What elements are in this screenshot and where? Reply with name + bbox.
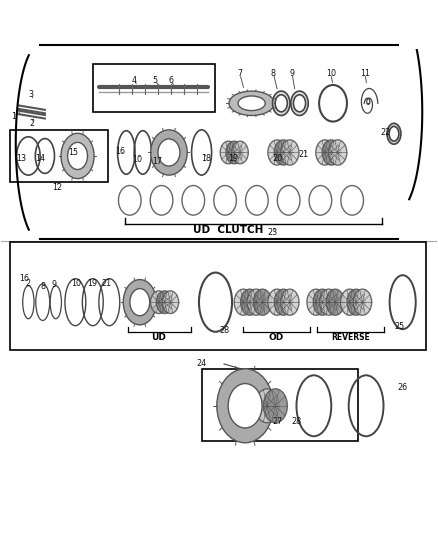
Text: 21: 21 [299,150,309,159]
Ellipse shape [389,126,399,141]
Text: UD  CLUTCH: UD CLUTCH [193,224,263,235]
Ellipse shape [274,289,293,315]
Text: REVERSE: REVERSE [331,333,370,342]
Ellipse shape [275,95,287,112]
Text: 14: 14 [35,154,45,163]
Ellipse shape [326,289,344,315]
Ellipse shape [322,140,340,165]
Text: 18: 18 [201,154,211,163]
Ellipse shape [328,140,347,165]
Ellipse shape [268,289,286,315]
Text: 10: 10 [326,69,336,78]
Text: 24: 24 [197,359,207,368]
Text: 5: 5 [152,76,158,85]
Ellipse shape [320,289,338,315]
Text: 4: 4 [132,76,137,85]
Text: 26: 26 [397,383,407,392]
Text: OD: OD [269,333,284,342]
Bar [93,64,215,112]
Text: 28: 28 [291,416,301,425]
Text: UD: UD [152,333,166,342]
Text: 20: 20 [273,154,283,163]
Ellipse shape [158,139,180,166]
Text: 10: 10 [132,155,142,164]
Text: 15: 15 [68,148,78,157]
Ellipse shape [156,291,173,313]
Ellipse shape [316,140,334,165]
Ellipse shape [151,130,187,175]
Ellipse shape [341,289,359,315]
Text: 19: 19 [228,154,238,163]
Text: 16: 16 [19,274,29,283]
Text: 23: 23 [267,229,277,238]
Ellipse shape [220,141,237,164]
Text: 2: 2 [29,119,35,128]
Ellipse shape [130,288,150,316]
Ellipse shape [307,289,325,315]
Ellipse shape [61,133,94,179]
Ellipse shape [274,140,293,165]
Ellipse shape [268,140,286,165]
Text: 12: 12 [52,183,62,192]
Bar [10,242,426,350]
Text: 3: 3 [28,90,33,99]
Text: 2: 2 [25,279,30,288]
Ellipse shape [234,289,252,315]
Ellipse shape [347,289,365,315]
Ellipse shape [263,389,287,423]
Ellipse shape [226,141,243,164]
Text: 19: 19 [87,279,97,287]
Ellipse shape [353,289,371,315]
Ellipse shape [67,142,88,169]
Ellipse shape [281,140,299,165]
Text: 9: 9 [52,280,57,289]
Ellipse shape [229,91,274,116]
Text: 7: 7 [237,69,243,78]
Ellipse shape [272,91,290,116]
Ellipse shape [387,123,401,144]
Ellipse shape [291,91,308,116]
Text: 28: 28 [219,326,229,335]
Text: 27: 27 [272,416,283,425]
Bar [201,369,358,441]
Text: 16: 16 [115,147,125,156]
Bar [10,130,108,182]
Text: 8: 8 [40,281,45,290]
Ellipse shape [240,289,259,315]
Ellipse shape [217,369,273,443]
Ellipse shape [255,389,279,423]
Text: 13: 13 [16,154,26,163]
Text: 17: 17 [152,157,162,166]
Ellipse shape [281,289,299,315]
Ellipse shape [238,96,265,111]
Ellipse shape [228,384,262,428]
Ellipse shape [232,141,248,164]
Ellipse shape [313,289,332,315]
Text: 22: 22 [380,128,390,137]
Text: 8: 8 [271,69,276,78]
Text: 9: 9 [290,69,295,78]
Ellipse shape [162,291,179,313]
Text: 6: 6 [169,76,173,85]
Text: 11: 11 [360,69,370,78]
Text: 25: 25 [395,322,405,331]
Ellipse shape [247,289,265,315]
Text: 21: 21 [102,279,112,287]
Text: 1: 1 [11,112,16,121]
Ellipse shape [123,279,156,325]
Ellipse shape [254,289,272,315]
Ellipse shape [293,95,306,112]
Text: 10: 10 [71,279,81,287]
Ellipse shape [151,291,167,313]
